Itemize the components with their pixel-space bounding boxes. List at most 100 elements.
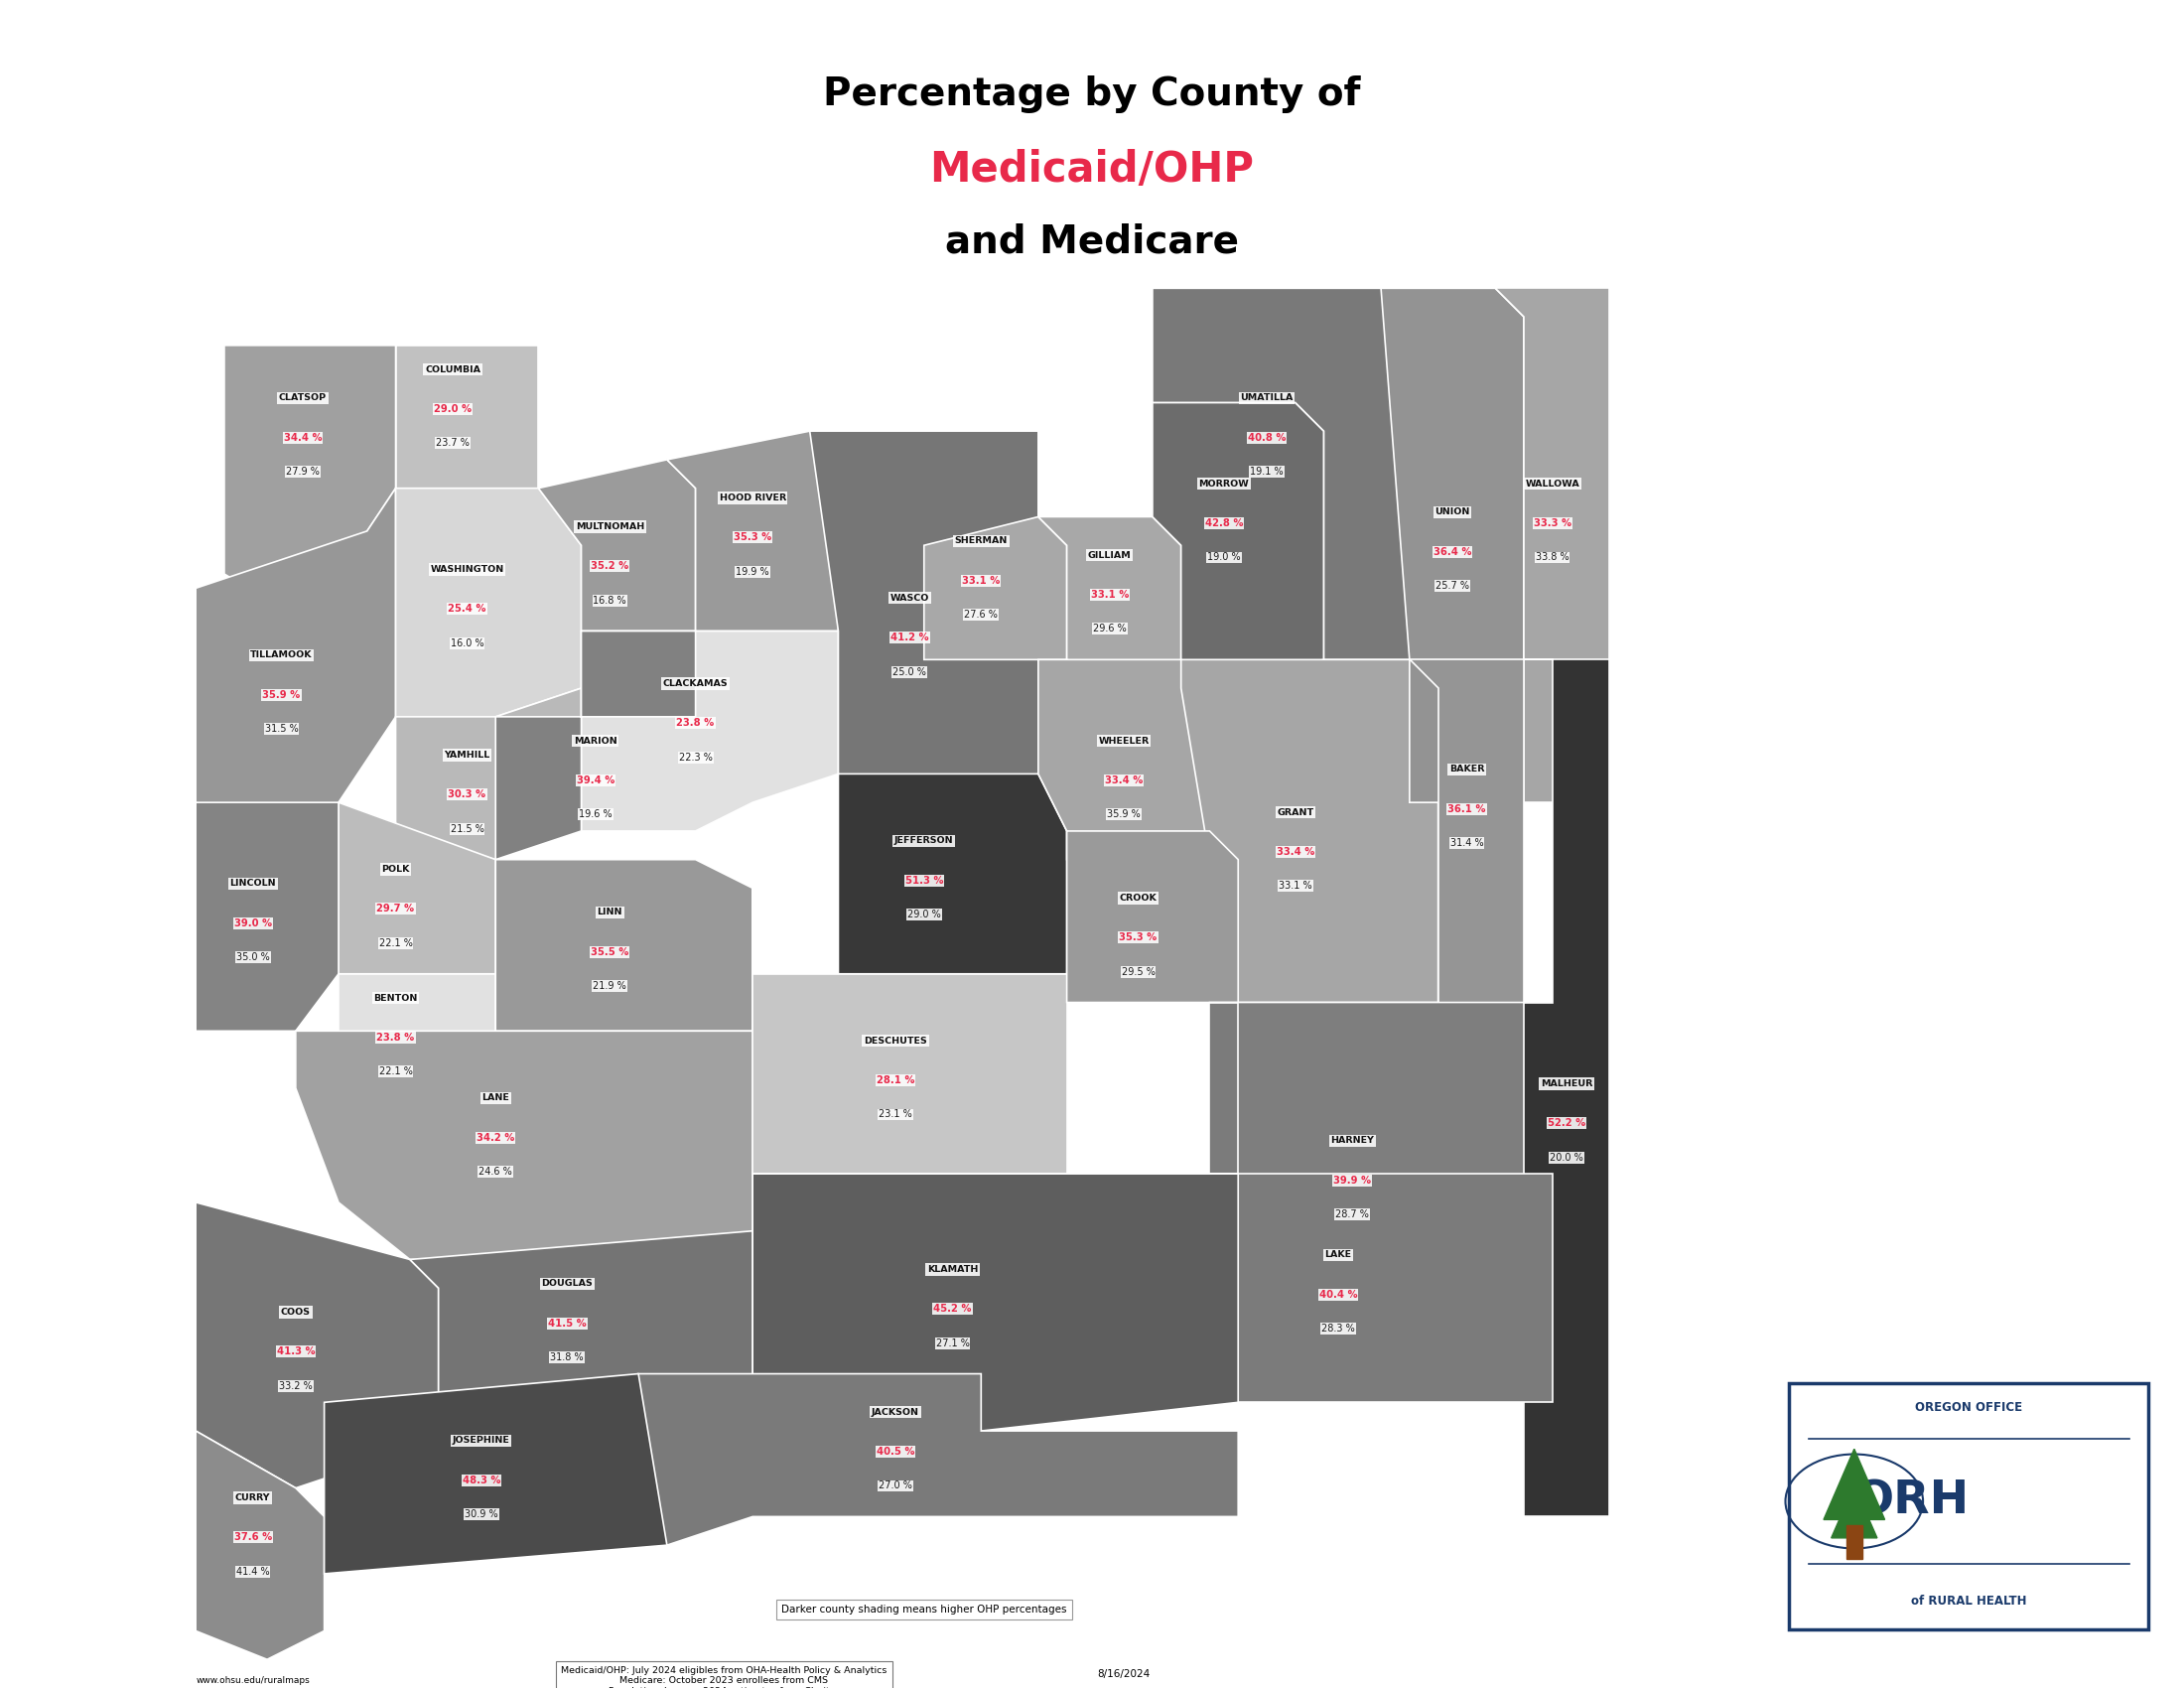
Text: 22.1 %: 22.1 % [378,1067,413,1077]
Text: 21.9 %: 21.9 % [594,981,627,991]
Text: 42.8 %: 42.8 % [1206,518,1243,528]
Text: LINN: LINN [596,908,622,917]
Text: 33.1 %: 33.1 % [1278,881,1313,891]
Polygon shape [810,430,1037,802]
Text: 40.8 %: 40.8 % [1247,432,1286,442]
Polygon shape [1824,1448,1885,1519]
Text: 33.3 %: 33.3 % [1533,518,1570,528]
Polygon shape [1496,289,1610,802]
Polygon shape [197,1202,439,1489]
Text: and Medicare: and Medicare [946,223,1238,260]
Text: 29.7 %: 29.7 % [376,905,415,913]
Polygon shape [1845,1524,1861,1560]
Polygon shape [339,802,496,974]
Text: 41.2 %: 41.2 % [891,633,928,643]
Text: Medicaid/OHP: Medicaid/OHP [930,149,1254,191]
Text: 22.3 %: 22.3 % [679,753,712,763]
Polygon shape [395,488,581,717]
Text: of RURAL HEALTH: of RURAL HEALTH [1911,1593,2027,1607]
Text: BENTON: BENTON [373,994,417,1003]
Text: MALHEUR: MALHEUR [1540,1079,1592,1089]
Text: 16.8 %: 16.8 % [594,596,627,606]
Polygon shape [323,1374,666,1573]
Text: 27.1 %: 27.1 % [935,1339,970,1349]
Polygon shape [581,631,839,830]
Text: JOSEPHINE: JOSEPHINE [452,1436,511,1445]
Text: 31.8 %: 31.8 % [550,1352,583,1362]
Text: 22.1 %: 22.1 % [378,939,413,949]
Text: 41.4 %: 41.4 % [236,1566,269,1577]
Text: 27.6 %: 27.6 % [965,609,998,619]
Text: 29.5 %: 29.5 % [1120,967,1155,977]
Text: 33.4 %: 33.4 % [1275,847,1315,858]
Text: 34.4 %: 34.4 % [284,432,321,442]
Polygon shape [1153,402,1324,689]
Polygon shape [753,1173,1238,1431]
Polygon shape [197,488,395,846]
Text: 35.9 %: 35.9 % [1107,810,1140,820]
Text: YAMHILL: YAMHILL [443,751,489,760]
Text: 23.7 %: 23.7 % [437,439,470,449]
Polygon shape [411,1231,753,1403]
Polygon shape [395,346,539,488]
Text: 25.7 %: 25.7 % [1435,581,1470,591]
Text: 51.3 %: 51.3 % [904,876,943,885]
Polygon shape [496,859,753,1031]
Text: Medicaid/OHP: July 2024 eligibles from OHA-Health Policy & Analytics
Medicare: O: Medicaid/OHP: July 2024 eligibles from O… [561,1666,887,1688]
Polygon shape [1066,830,1238,1003]
Text: OREGON OFFICE: OREGON OFFICE [1915,1401,2022,1413]
Text: TILLAMOOK: TILLAMOOK [251,650,312,660]
Text: 23.1 %: 23.1 % [878,1109,913,1119]
Text: 21.5 %: 21.5 % [450,824,485,834]
Text: 30.3 %: 30.3 % [448,790,487,800]
Text: LANE: LANE [483,1094,509,1102]
Text: 19.6 %: 19.6 % [579,810,612,820]
Text: 37.6 %: 37.6 % [234,1533,271,1543]
Text: 33.1 %: 33.1 % [963,576,1000,586]
Text: 29.0 %: 29.0 % [435,403,472,414]
Text: 35.9 %: 35.9 % [262,690,301,699]
Polygon shape [1409,660,1524,1003]
Text: HARNEY: HARNEY [1330,1136,1374,1144]
Text: 31.4 %: 31.4 % [1450,839,1483,847]
Text: 25.0 %: 25.0 % [893,667,926,677]
Text: 41.3 %: 41.3 % [277,1347,314,1357]
Text: 33.2 %: 33.2 % [280,1381,312,1391]
Text: 33.1 %: 33.1 % [1090,589,1129,599]
Text: 39.9 %: 39.9 % [1334,1175,1372,1185]
Text: DESCHUTES: DESCHUTES [865,1036,926,1045]
Polygon shape [1153,289,1409,660]
Polygon shape [1066,1003,1553,1403]
Text: LAKE: LAKE [1326,1251,1352,1259]
Text: 36.1 %: 36.1 % [1448,803,1485,814]
Text: 35.0 %: 35.0 % [236,952,269,962]
Text: 33.8 %: 33.8 % [1535,552,1568,562]
Text: 23.8 %: 23.8 % [376,1033,415,1043]
Polygon shape [1830,1485,1876,1538]
Text: 29.6 %: 29.6 % [1092,625,1127,635]
Text: CURRY: CURRY [236,1494,271,1502]
Text: 28.1 %: 28.1 % [876,1075,915,1085]
Polygon shape [197,802,339,1031]
Text: GILLIAM: GILLIAM [1088,550,1131,560]
Text: 40.5 %: 40.5 % [876,1447,915,1457]
Polygon shape [666,430,839,631]
Text: Percentage by County of: Percentage by County of [823,76,1361,113]
Text: CLACKAMAS: CLACKAMAS [664,679,727,689]
Text: UNION: UNION [1435,508,1470,517]
Text: 28.7 %: 28.7 % [1337,1210,1369,1219]
Polygon shape [1037,660,1210,859]
Text: BAKER: BAKER [1448,765,1485,773]
Text: 39.4 %: 39.4 % [577,775,614,785]
Polygon shape [339,974,496,1089]
Text: 33.4 %: 33.4 % [1105,775,1142,785]
Polygon shape [295,888,753,1259]
Polygon shape [638,1374,1238,1545]
Polygon shape [924,517,1066,660]
Text: 19.9 %: 19.9 % [736,567,769,577]
Text: LINCOLN: LINCOLN [229,879,275,888]
Polygon shape [1210,1003,1553,1403]
FancyBboxPatch shape [1789,1384,2149,1629]
Text: HOOD RIVER: HOOD RIVER [719,493,786,503]
Text: 28.3 %: 28.3 % [1321,1323,1354,1334]
